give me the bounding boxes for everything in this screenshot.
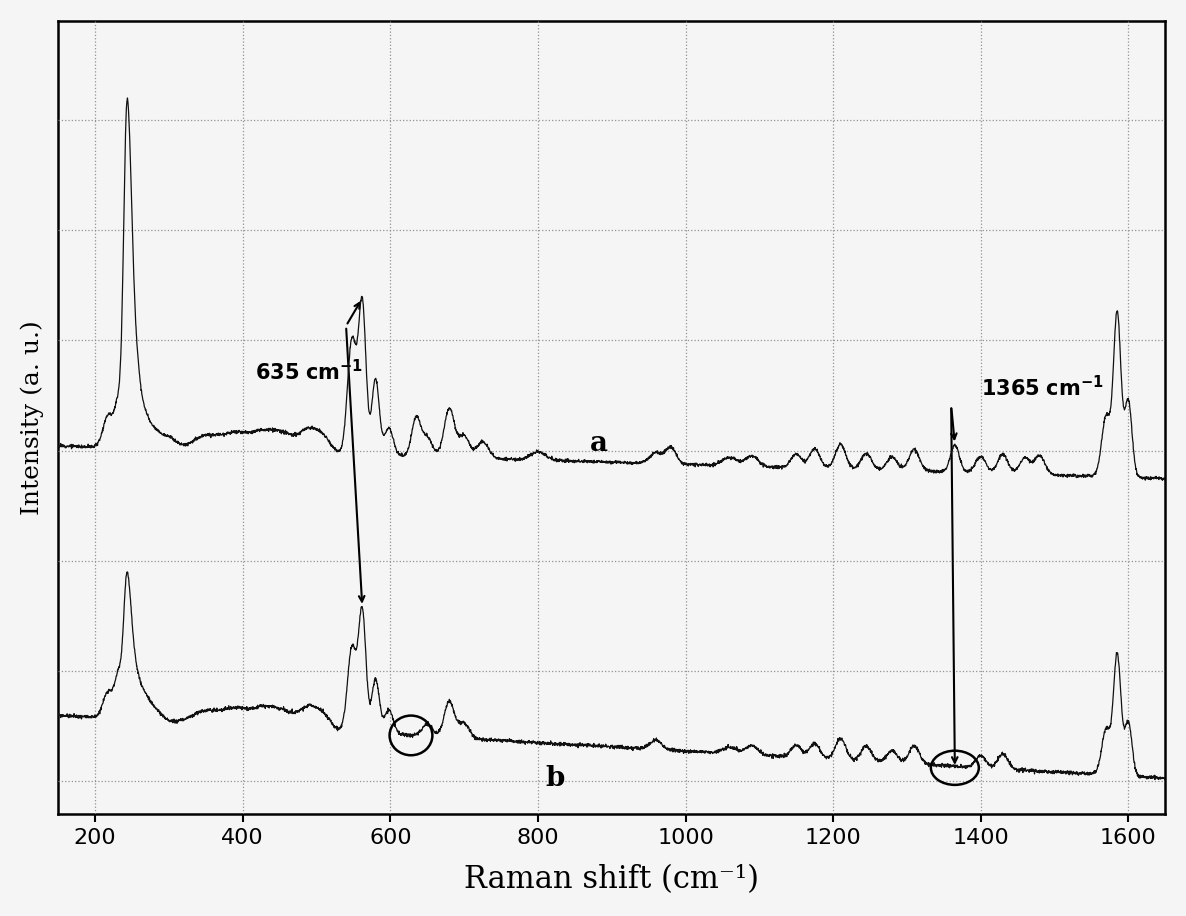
Y-axis label: Intensity (a. u.): Intensity (a. u.) bbox=[21, 321, 44, 515]
Text: $\mathbf{1365\ cm^{-1}}$: $\mathbf{1365\ cm^{-1}}$ bbox=[981, 375, 1103, 400]
Text: a: a bbox=[589, 430, 607, 456]
X-axis label: Raman shift (cm⁻¹): Raman shift (cm⁻¹) bbox=[464, 864, 759, 895]
Text: b: b bbox=[546, 765, 565, 791]
Text: $\mathbf{635\ cm^{-1}}$: $\mathbf{635\ cm^{-1}}$ bbox=[255, 359, 363, 384]
